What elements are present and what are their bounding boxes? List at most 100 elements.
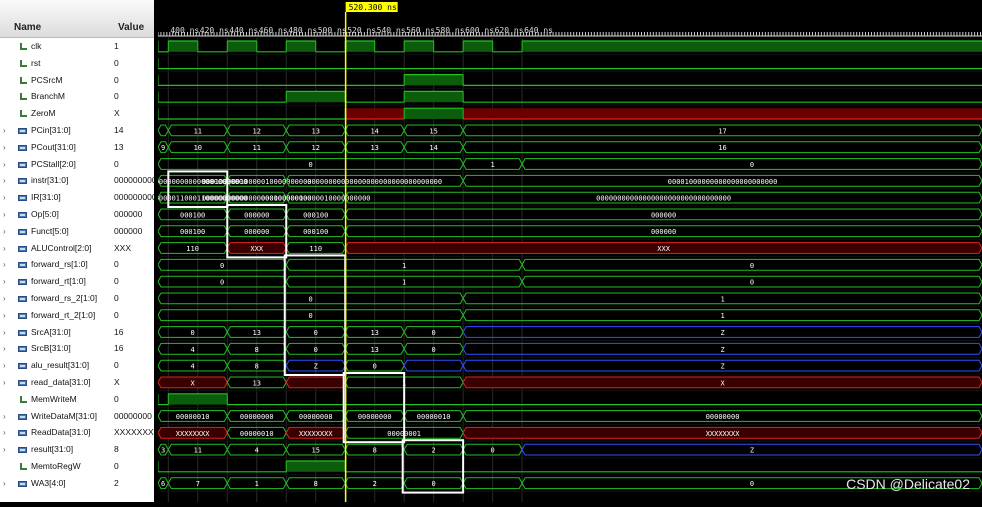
signal-value-row-18: 16 bbox=[110, 340, 154, 357]
expand-chevron-icon[interactable]: › bbox=[3, 378, 6, 387]
expand-chevron-icon[interactable]: › bbox=[3, 361, 6, 371]
expand-chevron-icon[interactable]: › bbox=[3, 327, 6, 337]
signal-row-3[interactable]: BranchM bbox=[0, 88, 110, 105]
bus-segment-label: X bbox=[720, 379, 725, 387]
signal-value: 000000 bbox=[114, 225, 143, 236]
signal-row-6[interactable]: › PCout[31:0] bbox=[0, 139, 110, 156]
signal-row-9[interactable]: › IR[31:0] bbox=[0, 189, 110, 206]
bus-segment-label: X bbox=[191, 379, 196, 387]
expand-chevron-icon[interactable]: › bbox=[3, 243, 6, 253]
signal-value-row-7: 0 bbox=[110, 156, 154, 173]
signal-row-25[interactable]: MemtoRegW bbox=[0, 458, 110, 475]
signal-row-18[interactable]: › SrcB[31:0] bbox=[0, 340, 110, 357]
signal-row-2[interactable]: PCSrcM bbox=[0, 72, 110, 89]
bus-signal-icon bbox=[18, 128, 27, 134]
expand-chevron-icon[interactable]: › bbox=[3, 193, 6, 203]
expand-chevron-icon[interactable]: › bbox=[3, 294, 6, 303]
signal-name: PCout[31:0] bbox=[31, 141, 76, 152]
signal-row-26[interactable]: › WA3[4:0] bbox=[0, 475, 110, 492]
signal-value-panel: Value 1 0 0 0 X 14 13 0 000000000 000000000 000000… bbox=[110, 0, 154, 502]
bus-segment-label: 000100 bbox=[180, 211, 205, 219]
signal-row-19[interactable]: › alu_result[31:0] bbox=[0, 357, 110, 374]
expand-chevron-icon[interactable]: › bbox=[3, 260, 6, 270]
timeline-tick-label: 540 ns bbox=[377, 26, 406, 35]
bit-x-segment bbox=[345, 108, 405, 119]
signal-row-10[interactable]: › Op[5:0] bbox=[0, 206, 110, 223]
signal-row-16[interactable]: › forward_rt_2[1:0] bbox=[0, 307, 110, 324]
expand-chevron-icon[interactable]: › bbox=[3, 310, 6, 320]
timeline-tick-label: 520 ns bbox=[347, 26, 376, 35]
annotation-box bbox=[167, 170, 229, 208]
signal-name: BranchM bbox=[31, 91, 66, 102]
bus-segment bbox=[285, 376, 346, 389]
bus-segment-label: 0 bbox=[750, 262, 754, 270]
bus-segment-label: 0 bbox=[750, 279, 754, 287]
bus-segment-label: Z bbox=[720, 346, 724, 354]
bus-segment-label: 0 bbox=[314, 346, 318, 354]
expand-chevron-icon[interactable]: › bbox=[3, 176, 6, 186]
signal-row-23[interactable]: › ReadData[31:0] bbox=[0, 424, 110, 441]
signal-row-13[interactable]: › forward_rs[1:0] bbox=[0, 256, 110, 273]
signal-row-22[interactable]: › WriteDataM[31:0] bbox=[0, 408, 110, 425]
signal-value-row-11: 000000 bbox=[110, 223, 154, 240]
bus-segment-label: Z bbox=[720, 363, 724, 371]
bus-signal-icon bbox=[18, 161, 27, 168]
signal-row-11[interactable]: › Funct[5:0] bbox=[0, 223, 110, 240]
bus-segment-label: 7 bbox=[196, 480, 200, 488]
signal-row-12[interactable]: › ALUControl[2:0] bbox=[0, 240, 110, 257]
signal-value: 0 bbox=[114, 360, 119, 371]
signal-row-0[interactable]: clk bbox=[0, 38, 110, 55]
signal-row-17[interactable]: › SrcA[31:0] bbox=[0, 324, 110, 341]
timeline-tick-label: 580 ns bbox=[436, 26, 465, 35]
signal-value-row-1: 0 bbox=[110, 55, 154, 72]
expand-chevron-icon[interactable]: › bbox=[3, 478, 6, 488]
bus-segment-label: 000000 bbox=[244, 211, 269, 219]
waveform-canvas[interactable]: 400 ns 420 ns 440 ns 460 ns 480 ns 500 ns 520 … bbox=[138, 0, 982, 502]
expand-chevron-icon[interactable]: › bbox=[3, 428, 6, 438]
bus-segment-label: 13 bbox=[370, 329, 378, 337]
signal-name: SrcB[31:0] bbox=[31, 343, 71, 354]
expand-chevron-icon[interactable]: › bbox=[3, 277, 6, 287]
signal-row-4[interactable]: ZeroM bbox=[0, 105, 110, 122]
signal-value: 0 bbox=[114, 259, 119, 270]
panel-splitter[interactable] bbox=[154, 0, 158, 502]
bus-segment-label: 00000000000000000000000000000000 bbox=[307, 178, 442, 186]
bus-segment-label: 1 bbox=[491, 161, 495, 169]
name-column-header[interactable]: Name bbox=[0, 0, 110, 38]
bus-segment-label: 2 bbox=[373, 480, 377, 488]
bus-signal-icon bbox=[18, 262, 27, 269]
expand-chevron-icon[interactable]: › bbox=[3, 411, 6, 421]
bus-segment-label: Z bbox=[314, 363, 318, 371]
expand-chevron-icon[interactable]: › bbox=[3, 226, 6, 236]
expand-chevron-icon[interactable]: › bbox=[3, 142, 6, 152]
signal-value: 16 bbox=[114, 343, 124, 354]
expand-chevron-icon[interactable]: › bbox=[3, 210, 6, 219]
expand-chevron-icon[interactable]: › bbox=[3, 445, 6, 455]
expand-chevron-icon[interactable]: › bbox=[3, 159, 6, 169]
signal-row-24[interactable]: › result[31:0] bbox=[0, 441, 110, 458]
signal-value: 00000000 bbox=[114, 410, 152, 421]
signal-row-8[interactable]: › instr[31:0] bbox=[0, 172, 110, 189]
signal-row-20[interactable]: › read_data[31:0] bbox=[0, 374, 110, 391]
signal-row-7[interactable]: › PCStall[2:0] bbox=[0, 156, 110, 173]
signal-row-14[interactable]: › forward_rt[1:0] bbox=[0, 273, 110, 290]
signal-row-1[interactable]: rst bbox=[0, 55, 110, 72]
signal-value-row-26: 2 bbox=[110, 475, 154, 492]
expand-chevron-icon[interactable]: › bbox=[3, 126, 6, 135]
signal-row-5[interactable]: › PCin[31:0] bbox=[0, 122, 110, 139]
signal-value-row-17: 16 bbox=[110, 324, 154, 341]
bus-signal-icon bbox=[18, 363, 27, 370]
signal-value: 0 bbox=[114, 276, 119, 287]
signal-row-21[interactable]: MemWriteM bbox=[0, 391, 110, 408]
signal-value-row-6: 13 bbox=[110, 139, 154, 156]
signal-row-15[interactable]: › forward_rs_2[1:0] bbox=[0, 290, 110, 307]
bus-segment-label: 14 bbox=[429, 144, 437, 152]
bus-segment-label: 1 bbox=[720, 312, 724, 320]
waveform-area[interactable]: 400 ns 420 ns 440 ns 460 ns 480 ns 500 ns 520 … bbox=[138, 0, 982, 502]
expand-chevron-icon[interactable]: › bbox=[3, 344, 6, 354]
value-column-header[interactable]: Value bbox=[110, 0, 154, 38]
bit-high-segment bbox=[404, 74, 464, 86]
timeline-tick-label: 420 ns bbox=[200, 26, 229, 35]
signal-value: 13 bbox=[114, 141, 124, 152]
